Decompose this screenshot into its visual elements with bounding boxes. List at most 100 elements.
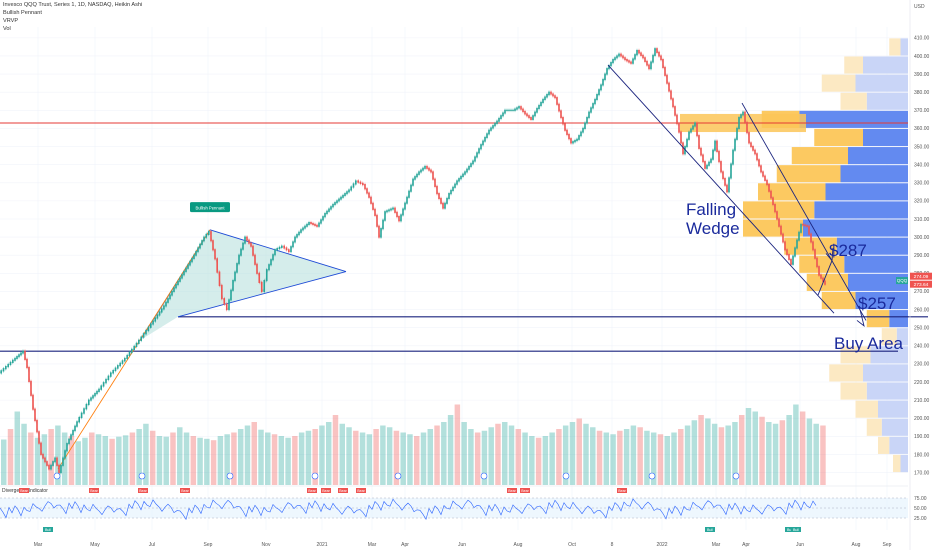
y-tick-label: 320.00: [914, 199, 930, 205]
volume-bar: [393, 430, 400, 485]
dividend-marker: [562, 472, 570, 480]
volume-bar: [48, 429, 54, 485]
volume-bar: [481, 430, 488, 485]
volume-bar: [407, 434, 413, 485]
candle-body: [736, 127, 738, 140]
candle-body: [486, 133, 488, 139]
candle-body: [135, 342, 138, 347]
candle-body: [560, 110, 562, 119]
candle-body: [480, 144, 482, 150]
volume-bar: [177, 427, 183, 485]
candle-body: [177, 280, 179, 286]
candle-body: [52, 461, 54, 466]
candle-body: [786, 249, 788, 256]
bull-label-bg: [705, 527, 715, 532]
candle-body: [708, 161, 710, 166]
volume-bar: [691, 420, 698, 485]
candle-body: [117, 365, 119, 369]
candle-body: [24, 350, 26, 360]
y-tick-label: 300.00: [914, 235, 930, 241]
candle-body: [214, 249, 216, 260]
candle-body: [642, 54, 644, 59]
candle-body: [788, 254, 790, 261]
candle-body: [626, 59, 628, 62]
x-tick-label: Jul: [149, 542, 155, 548]
candle-body: [250, 242, 252, 247]
candle-body: [422, 167, 424, 171]
candle-body: [394, 207, 396, 213]
volume-bar: [786, 415, 792, 485]
candle-body: [816, 257, 818, 268]
volume-bar: [684, 425, 691, 485]
candle-body: [476, 152, 478, 158]
dividend-marker: [138, 472, 146, 480]
candle-body: [114, 367, 117, 372]
volume-profile-buy: [844, 56, 863, 74]
candle-body: [76, 421, 78, 427]
candle-body: [578, 135, 580, 140]
candle-body: [74, 425, 76, 432]
candle-body: [820, 274, 822, 279]
x-tick-label: 8: [611, 542, 614, 548]
target-arrow-up: [817, 260, 833, 296]
volume-profile-buy: [743, 201, 815, 219]
indicator-vol[interactable]: Vol: [3, 26, 11, 32]
volume-bar: [359, 432, 366, 485]
candle-body: [203, 236, 205, 242]
x-tick-label: Aug: [514, 542, 523, 548]
pennant-upper-line: [209, 229, 347, 272]
candle-body: [658, 51, 660, 57]
candle-body: [171, 290, 173, 296]
volume-bar: [772, 423, 779, 485]
candle-body: [540, 101, 542, 107]
volume-bar: [380, 425, 386, 485]
candle-body: [552, 93, 554, 97]
volume-bar: [339, 423, 345, 485]
candle-body: [496, 120, 498, 125]
candle-body: [760, 165, 762, 173]
candle-body: [612, 59, 614, 64]
volume-bar: [732, 422, 738, 485]
candle-body: [90, 397, 92, 401]
candle-body: [234, 271, 236, 282]
candle-body: [78, 416, 80, 423]
candle-body: [554, 95, 556, 99]
x-tick-label: Sep: [204, 542, 213, 548]
candle-body: [758, 159, 760, 167]
candle-body: [418, 171, 420, 175]
volume-bar: [190, 436, 197, 485]
candle-body: [520, 106, 522, 110]
symbol-tag: QQQ: [897, 278, 908, 283]
candle-body: [216, 258, 218, 273]
x-tick-label: Mar: [368, 542, 377, 548]
candle-body: [100, 385, 102, 390]
bull-label: Bull: [787, 528, 793, 532]
osc-tick-label: 25.00: [914, 516, 927, 522]
candle-body: [306, 223, 308, 227]
indicator-bullish-pennant[interactable]: Bullish Pennant: [3, 10, 42, 16]
candle-body: [197, 247, 199, 253]
volume-bar: [414, 436, 420, 485]
candle-body: [822, 277, 824, 282]
volume-profile-sell: [848, 273, 908, 291]
candle-body: [564, 123, 566, 131]
candle-body: [26, 358, 28, 369]
candle-body: [482, 140, 484, 146]
candle-body: [416, 173, 418, 178]
candle-body: [167, 298, 169, 303]
candle-body: [150, 323, 152, 328]
candle-body: [189, 261, 191, 266]
volume-bar: [82, 437, 88, 485]
candle-body: [764, 175, 766, 181]
volume-bar: [129, 432, 136, 485]
price-label-bg: [910, 272, 932, 280]
candle-body: [722, 171, 724, 180]
indicator-vrvp[interactable]: VRVP: [3, 18, 19, 24]
candle-body: [199, 243, 201, 249]
price-series: [0, 46, 827, 475]
bear-label-bg: [321, 488, 331, 493]
volume-bar: [630, 425, 637, 485]
candle-body: [808, 225, 810, 235]
candle-body: [590, 107, 592, 113]
